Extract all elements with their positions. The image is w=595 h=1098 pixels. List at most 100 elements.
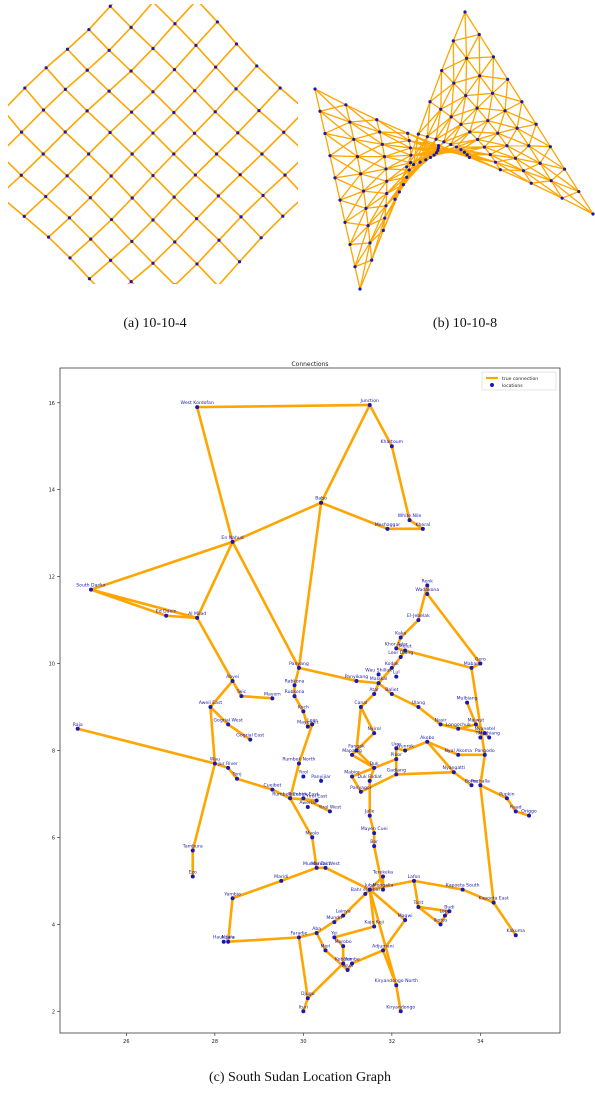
location-node bbox=[367, 887, 372, 892]
location-node bbox=[195, 615, 200, 620]
connection-edge bbox=[319, 501, 389, 531]
location-label: Kaka bbox=[395, 630, 406, 636]
location-label: Ezo bbox=[189, 870, 197, 876]
graph-b-edge bbox=[319, 111, 326, 134]
graph-a-edge bbox=[23, 215, 50, 238]
location-label: Koboko bbox=[335, 956, 352, 962]
location-node bbox=[327, 809, 332, 814]
location-label: Gero bbox=[475, 657, 486, 663]
graph-a-edge bbox=[153, 4, 176, 25]
graph-a-node bbox=[44, 66, 48, 70]
graph-a-node bbox=[234, 42, 239, 46]
graph-b-edge bbox=[384, 198, 396, 219]
connection-edge bbox=[195, 403, 372, 409]
graph-a-edge bbox=[20, 109, 45, 133]
graph-a-edge bbox=[174, 241, 198, 265]
connection-edge bbox=[377, 681, 394, 696]
location-node bbox=[292, 694, 297, 699]
graph-b-edge bbox=[514, 157, 525, 172]
location-node bbox=[230, 678, 235, 683]
location-node bbox=[398, 635, 403, 640]
location-node bbox=[394, 746, 399, 751]
graph-b-edge bbox=[345, 104, 381, 133]
graph-a-edge bbox=[196, 195, 219, 220]
graph-b-edge bbox=[530, 182, 563, 199]
connection-edge bbox=[425, 740, 456, 774]
graph-b-edge bbox=[324, 121, 351, 135]
graph-a-node bbox=[234, 87, 238, 91]
graph-a-edge bbox=[195, 21, 218, 46]
graph-a-edge bbox=[108, 26, 132, 51]
location-node bbox=[438, 922, 443, 927]
location-node bbox=[527, 813, 532, 818]
location-label: Longochuk bbox=[446, 722, 471, 728]
location-node bbox=[350, 752, 355, 757]
graph-b-node bbox=[459, 148, 463, 152]
graph-a-edge bbox=[66, 48, 88, 71]
location-node bbox=[305, 996, 310, 1001]
location-node bbox=[403, 748, 408, 753]
connection-edge bbox=[492, 901, 518, 937]
graph-b-node bbox=[385, 191, 389, 196]
graph-b-node bbox=[513, 156, 518, 160]
graph-a-edge bbox=[239, 153, 263, 176]
graph-b-edge bbox=[477, 139, 485, 148]
connection-edge bbox=[470, 666, 487, 757]
location-label: Wadakona bbox=[415, 587, 439, 593]
connection-edge bbox=[355, 705, 363, 752]
graph-b-node bbox=[468, 130, 472, 134]
graph-b-edge bbox=[379, 131, 408, 134]
graph-b-edge bbox=[382, 143, 412, 156]
graph-a-node bbox=[238, 173, 242, 177]
graph-b-node bbox=[366, 224, 370, 228]
graph-b-edge bbox=[450, 95, 467, 118]
location-node bbox=[372, 731, 377, 736]
graph-b-edge bbox=[382, 139, 410, 145]
location-node bbox=[367, 813, 372, 818]
location-node bbox=[394, 983, 399, 988]
graph-a-node bbox=[151, 90, 155, 94]
caption-a: (a) 10-10-4 bbox=[123, 316, 187, 331]
location-node bbox=[376, 681, 381, 686]
graph-b-node bbox=[560, 196, 564, 200]
graph-b-edge bbox=[354, 242, 371, 268]
location-label: En Nahud bbox=[221, 535, 243, 541]
graph-b-edge bbox=[460, 120, 488, 126]
graph-b-node bbox=[449, 115, 453, 119]
graph-b-edge bbox=[385, 193, 388, 206]
y-tick-label: 16 bbox=[49, 401, 55, 407]
graph-b-node bbox=[385, 179, 389, 183]
graph-b-edge bbox=[385, 154, 412, 170]
location-label: Aba bbox=[312, 926, 321, 932]
location-label: Pangodo bbox=[475, 748, 495, 754]
graph-b-edge bbox=[426, 101, 431, 137]
x-tick-label: 26 bbox=[123, 1039, 129, 1045]
graph-b-node bbox=[411, 162, 416, 167]
graph-a-node bbox=[237, 260, 242, 264]
location-node bbox=[345, 967, 350, 972]
graph-a-edge bbox=[283, 131, 298, 147]
graph-b-edge bbox=[384, 155, 411, 164]
location-label: Awerial bbox=[299, 800, 316, 806]
graph-b-edge bbox=[479, 56, 494, 77]
connection-edge bbox=[226, 936, 301, 944]
connection-edge bbox=[479, 783, 495, 904]
location-label: Kiryandongo North bbox=[375, 978, 418, 984]
location-node bbox=[513, 933, 518, 938]
connection-edge bbox=[209, 679, 234, 709]
graph-b-edge bbox=[497, 132, 508, 147]
graph-b-edge bbox=[465, 92, 493, 97]
location-node bbox=[389, 444, 394, 449]
graph-b-edge bbox=[419, 136, 429, 163]
connection-edge bbox=[350, 766, 376, 778]
graph-a-edge bbox=[175, 263, 198, 284]
connection-edge bbox=[297, 501, 323, 670]
connection-edge bbox=[514, 810, 531, 817]
graph-b-edge bbox=[344, 221, 369, 227]
location-node bbox=[221, 939, 226, 944]
connection-edge bbox=[350, 775, 363, 794]
graph-a-edge bbox=[216, 153, 241, 176]
graph-b-edge bbox=[425, 138, 437, 161]
graph-a-node bbox=[41, 108, 46, 112]
x-tick-label: 30 bbox=[300, 1039, 306, 1045]
